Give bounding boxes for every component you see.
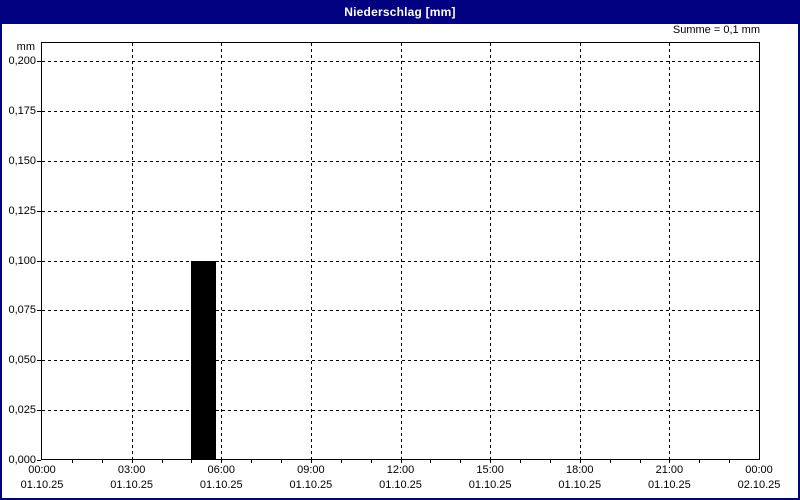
hour-tick	[430, 460, 432, 463]
x-gridline	[131, 43, 133, 460]
y-tick-label: 0,150	[8, 154, 36, 167]
y-tick-label: 0,125	[8, 204, 36, 217]
y-tick-label: 0,175	[8, 104, 36, 117]
hour-tick	[161, 460, 163, 463]
y-axis-tick	[37, 360, 41, 362]
window-title: Niederschlag [mm]	[344, 5, 456, 19]
precipitation-bar	[191, 260, 217, 459]
hour-tick	[520, 460, 521, 463]
hour-tick	[460, 460, 462, 463]
x-gridline	[400, 43, 402, 460]
hour-tick	[221, 460, 223, 463]
hour-tick	[71, 460, 73, 463]
hour-tick	[101, 460, 103, 463]
x-tick-time-label: 00:00	[28, 464, 56, 476]
hour-tick	[251, 460, 253, 463]
x-tick-time-label: 21:00	[655, 464, 684, 476]
x-gridline	[490, 43, 492, 460]
x-tick-date-label: 02.10.25	[737, 479, 781, 491]
x-gridline	[221, 43, 223, 460]
x-tick-date-label: 01.10.25	[558, 479, 602, 491]
x-tick-label: 21:00 01.10.25	[633, 464, 705, 496]
x-tick-label: 00:00 02.10.25	[723, 464, 795, 496]
hour-tick	[490, 460, 492, 463]
y-axis-tick	[37, 410, 41, 412]
x-tick-date-label: 01.10.25	[468, 479, 512, 491]
y-tick-label: 0,200	[8, 55, 36, 67]
y-axis-tick	[37, 210, 41, 212]
x-tick-label: 18:00 01.10.25	[544, 464, 616, 496]
hour-tick	[131, 460, 133, 463]
hour-tick	[609, 460, 611, 463]
x-tick-time-label: 00:00	[745, 464, 773, 476]
y-tick-label: 0,050	[8, 354, 36, 367]
x-tick-time-label: 09:00	[297, 464, 325, 476]
window-titlebar[interactable]: Niederschlag [mm]	[0, 0, 800, 24]
y-tick-label: 0,075	[8, 304, 36, 317]
sum-label: Summe = 0,1 mm	[672, 24, 760, 36]
x-tick-time-label: 03:00	[117, 464, 146, 476]
x-tick-time-label: 12:00	[386, 464, 415, 476]
hour-tick	[699, 460, 701, 463]
hour-tick	[579, 460, 581, 463]
x-tick-date-label: 01.10.25	[110, 479, 154, 491]
y-axis-unit-label: mm	[16, 41, 35, 53]
hour-tick	[669, 460, 671, 463]
hour-tick	[639, 460, 641, 463]
x-tick-label: 12:00 01.10.25	[365, 464, 437, 496]
y-axis-tick	[37, 110, 41, 112]
y-axis-tick	[37, 310, 41, 312]
x-tick-date-label: 01.10.25	[647, 479, 691, 491]
hour-tick	[370, 460, 372, 463]
hour-tick	[281, 460, 282, 463]
x-tick-date-label: 01.10.25	[20, 479, 64, 491]
y-tick-label: 0,025	[8, 404, 36, 417]
y-tick-label: 0,100	[8, 254, 36, 267]
hour-tick	[400, 460, 402, 463]
x-tick-label: 06:00 01.10.25	[185, 464, 257, 496]
x-tick-date-label: 01.10.25	[379, 479, 422, 491]
x-tick-label: 03:00 01.10.25	[96, 464, 168, 496]
y-axis-tick	[37, 260, 41, 262]
hour-tick	[310, 460, 312, 463]
plot-area	[37, 42, 760, 463]
x-tick-date-label: 01.10.25	[289, 479, 333, 491]
hour-tick	[340, 460, 342, 463]
x-tick-time-label: 18:00	[565, 464, 594, 476]
hour-tick	[729, 460, 731, 463]
x-tick-label: 00:00 01.10.25	[6, 464, 78, 496]
x-tick-time-label: 15:00	[476, 464, 504, 476]
x-gridline	[579, 43, 581, 460]
x-gridline	[669, 43, 671, 460]
y-axis-tick	[37, 61, 41, 62]
x-tick-label: 09:00 01.10.25	[275, 464, 347, 496]
x-gridline	[310, 43, 312, 460]
x-tick-label: 15:00 01.10.25	[454, 464, 526, 496]
y-axis-tick	[37, 160, 41, 162]
y-axis-tick	[37, 460, 41, 461]
x-tick-date-label: 01.10.25	[199, 479, 243, 491]
hour-tick	[549, 460, 551, 463]
hour-tick	[191, 460, 193, 463]
x-tick-time-label: 06:00	[207, 464, 236, 476]
y-tick-label: 0,000	[8, 454, 36, 466]
